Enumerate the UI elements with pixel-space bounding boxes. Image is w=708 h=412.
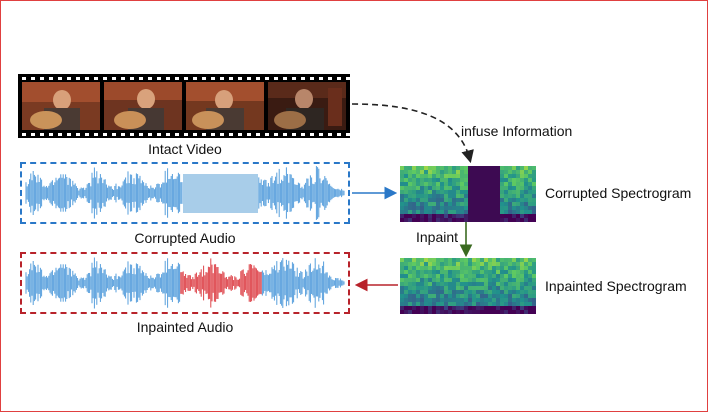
corrupted-spectrogram: [400, 166, 536, 222]
sprocket-hole: [76, 133, 80, 136]
sprocket-hole: [175, 77, 179, 80]
sprocket-hole: [337, 133, 341, 136]
sprocket-hole: [211, 133, 215, 136]
sprocket-hole: [283, 77, 287, 80]
sprocket-hole: [121, 77, 125, 80]
sprocket-hole: [67, 133, 71, 136]
spectrogram-mask: [468, 166, 500, 222]
sprocket-hole: [112, 77, 116, 80]
sprocket-hole: [229, 77, 233, 80]
sprocket-hole: [328, 77, 332, 80]
sprocket-hole: [220, 133, 224, 136]
sprocket-hole: [139, 133, 143, 136]
video-frame-4: [268, 82, 346, 130]
sprocket-hole: [193, 77, 197, 80]
sprocket-hole: [247, 77, 251, 80]
sprocket-hole: [148, 133, 152, 136]
sprocket-hole: [148, 77, 152, 80]
corrupted-audio-label: Corrupted Audio: [134, 230, 236, 246]
inpaint-label: Inpaint: [416, 229, 459, 245]
sprocket-hole: [247, 133, 251, 136]
sprocket-hole: [40, 77, 44, 80]
sprocket-hole: [229, 133, 233, 136]
sprocket-hole: [301, 133, 305, 136]
sprocket-hole: [256, 77, 260, 80]
sprocket-hole: [202, 133, 206, 136]
sprocket-hole: [319, 77, 323, 80]
sprocket-hole: [157, 133, 161, 136]
missing-audio-mask: [183, 174, 258, 213]
inpainted-spectrogram: [400, 258, 536, 314]
sprocket-hole: [31, 133, 35, 136]
inpainted-waveform: [25, 257, 345, 309]
sprocket-hole: [58, 133, 62, 136]
sprocket-hole: [103, 77, 107, 80]
intact-video-label: Intact Video: [148, 141, 222, 157]
sprocket-hole: [238, 133, 242, 136]
inpainted-audio-box: [20, 252, 350, 314]
sprocket-hole: [301, 77, 305, 80]
sprocket-hole: [166, 77, 170, 80]
sprocket-hole: [346, 77, 350, 80]
sprocket-hole: [310, 133, 314, 136]
sprocket-hole: [283, 133, 287, 136]
sprocket-hole: [76, 77, 80, 80]
sprocket-hole: [31, 77, 35, 80]
sprocket-hole: [139, 77, 143, 80]
sprocket-hole: [310, 77, 314, 80]
corrupted-audio-box: [20, 162, 350, 224]
sprocket-hole: [103, 133, 107, 136]
sprocket-hole: [121, 133, 125, 136]
sprocket-hole: [130, 77, 134, 80]
sprocket-hole: [319, 133, 323, 136]
corrupted-waveform: [25, 166, 345, 220]
sprocket-hole: [130, 133, 134, 136]
sprocket-hole: [94, 133, 98, 136]
sprocket-hole: [85, 77, 89, 80]
corrupted-spectrogram-label: Corrupted Spectrogram: [545, 185, 692, 201]
sprocket-hole: [238, 77, 242, 80]
infuse-arrow: [351, 103, 474, 164]
sprocket-hole: [265, 133, 269, 136]
sprocket-hole: [202, 77, 206, 80]
video-frame-1: [22, 82, 100, 130]
sprocket-hole: [49, 133, 53, 136]
sprocket-hole: [85, 133, 89, 136]
video-filmstrip: [18, 74, 350, 138]
sprocket-hole: [67, 77, 71, 80]
sprocket-hole: [58, 77, 62, 80]
sprocket-hole: [184, 77, 188, 80]
sprocket-hole: [337, 77, 341, 80]
inpainted-audio-label: Inpainted Audio: [136, 319, 234, 335]
sprocket-hole: [220, 77, 224, 80]
sprocket-hole: [112, 133, 116, 136]
sprocket-hole: [265, 77, 269, 80]
sprocket-hole: [292, 77, 296, 80]
sprocket-hole: [40, 133, 44, 136]
sprocket-hole: [22, 77, 26, 80]
sprocket-hole: [328, 133, 332, 136]
sprocket-hole: [94, 77, 98, 80]
sprocket-hole: [346, 133, 350, 136]
sprocket-hole: [256, 133, 260, 136]
sprocket-hole: [184, 133, 188, 136]
sprocket-hole: [22, 133, 26, 136]
sprocket-hole: [211, 77, 215, 80]
inpainted-spectrogram-label: Inpainted Spectrogram: [545, 278, 687, 294]
sprocket-hole: [157, 77, 161, 80]
sprocket-hole: [193, 133, 197, 136]
video-frame-2: [104, 82, 182, 130]
sprocket-hole: [175, 133, 179, 136]
sprocket-hole: [49, 77, 53, 80]
video-frame-3: [186, 82, 264, 130]
infuse-information-label: infuse Information: [461, 123, 573, 139]
sprocket-hole: [292, 133, 296, 136]
sprocket-hole: [166, 133, 170, 136]
sprocket-hole: [274, 133, 278, 136]
sprocket-hole: [274, 77, 278, 80]
